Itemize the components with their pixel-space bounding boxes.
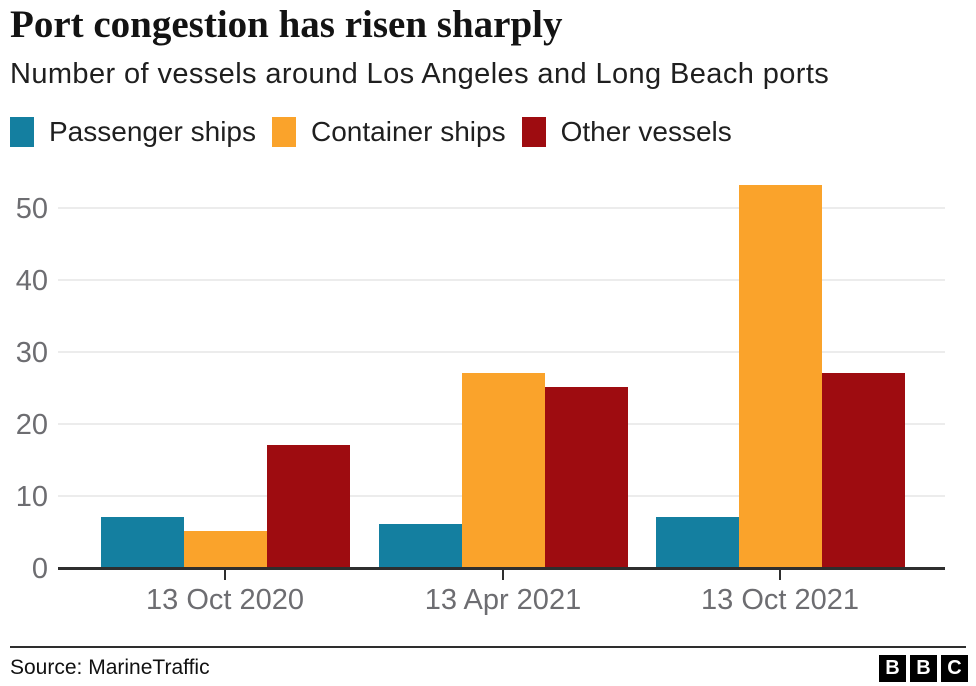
- y-tick-label: 30: [15, 337, 48, 369]
- bar-passenger-ships: [100, 516, 184, 567]
- bar-container-ships: [738, 185, 822, 567]
- gridline: [58, 351, 945, 353]
- y-tick-label: 40: [15, 265, 48, 297]
- footer-divider: [10, 646, 966, 648]
- bar-container-ships: [183, 531, 267, 567]
- x-tick-mark: [224, 569, 226, 580]
- bar-passenger-ships: [655, 516, 739, 567]
- x-tick-label: 13 Oct 2020: [146, 584, 304, 616]
- x-tick-mark: [502, 569, 504, 580]
- x-tick-mark: [779, 569, 781, 580]
- source-text: Source: MarineTraffic: [10, 656, 210, 679]
- bar-other-vessels: [266, 444, 350, 567]
- gridline: [58, 279, 945, 281]
- legend-item-other-vessels: Other vessels: [521, 116, 732, 148]
- y-tick-label: 50: [15, 193, 48, 225]
- legend-label: Container ships: [311, 116, 506, 147]
- bbc-logo-letter: C: [941, 655, 968, 682]
- legend-item-container-ships: Container ships: [272, 116, 506, 148]
- bar-other-vessels: [544, 387, 628, 567]
- legend-label: Other vessels: [560, 116, 732, 147]
- legend-swatch-other-vessels: [521, 117, 546, 147]
- chart-title: Port congestion has risen sharply: [10, 3, 563, 46]
- x-axis-line: [58, 567, 945, 570]
- x-tick-label: 13 Oct 2021: [701, 584, 859, 616]
- bar-other-vessels: [821, 372, 905, 567]
- y-tick-label: 10: [15, 481, 48, 513]
- x-tick-label: 13 Apr 2021: [424, 584, 582, 616]
- bar-passenger-ships: [378, 523, 462, 567]
- chart-area: 13 Oct 2020 13 Apr 2021 13 Oct 2021 0 10 20 3…: [0, 170, 976, 630]
- legend-label: Passenger ships: [49, 116, 257, 147]
- y-tick-label: 0: [31, 553, 48, 585]
- legend: Passenger ships Container ships Other vess…: [10, 116, 748, 148]
- chart-subtitle: Number of vessels around Los Angeles and…: [10, 58, 830, 90]
- gridline: [58, 207, 945, 209]
- plot-area: 13 Oct 2020 13 Apr 2021 13 Oct 2021: [58, 170, 945, 616]
- legend-item-passenger-ships: Passenger ships: [10, 116, 256, 148]
- bar-container-ships: [461, 372, 545, 567]
- legend-swatch-passenger-ships: [10, 117, 34, 147]
- y-tick-label: 20: [15, 409, 48, 441]
- bbc-logo-letter: B: [879, 655, 906, 682]
- legend-swatch-container-ships: [272, 117, 297, 147]
- bbc-logo-letter: B: [910, 655, 937, 682]
